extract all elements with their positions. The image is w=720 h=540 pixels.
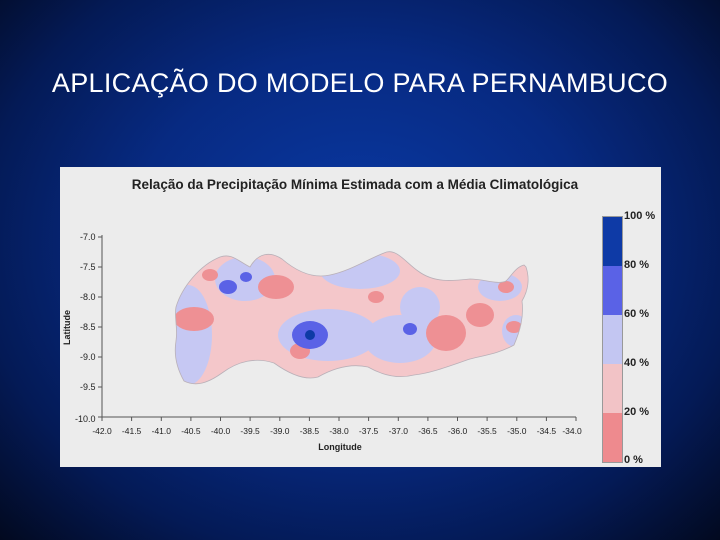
x-tick-label: -35.5 — [477, 426, 497, 436]
legend-swatch — [603, 266, 622, 315]
legend-color-bar — [602, 216, 623, 463]
slide-title: APLICAÇÃO DO MODELO PARA PERNAMBUCO — [51, 68, 669, 98]
map-figure: Relação da Precipitação Mínima Estimada … — [60, 167, 661, 467]
y-tick-label: -9.0 — [80, 352, 96, 362]
x-tick-label: -38.0 — [329, 426, 349, 436]
legend-swatch — [603, 413, 622, 462]
x-tick-label: -41.0 — [152, 426, 172, 436]
x-tick-label: -37.5 — [359, 426, 379, 436]
legend-label: 0 % — [624, 454, 643, 466]
y-tick-label: -7.0 — [80, 232, 96, 242]
legend-label: 80 % — [624, 259, 650, 271]
x-tick-label: -40.5 — [181, 426, 201, 436]
x-ticks: -42.0 -41.5 -41.0 -40.5 -40.0 -39.5 -39.… — [92, 417, 582, 436]
legend-label: 60 % — [624, 308, 650, 320]
x-tick-label: -37.0 — [389, 426, 409, 436]
x-tick-label: -41.5 — [122, 426, 142, 436]
x-tick-label: -36.5 — [418, 426, 438, 436]
x-tick-label: -39.5 — [240, 426, 260, 436]
y-tick-label: -10.0 — [75, 414, 96, 424]
y-tick-label: -9.5 — [80, 382, 96, 392]
map-plot: -7.0 -7.5 -8.0 -8.5 -9.0 -9.5 -10.0 Lati… — [62, 232, 582, 452]
y-ticks: -7.0 -7.5 -8.0 -8.5 -9.0 -9.5 -10.0 — [75, 232, 102, 424]
legend-swatch — [603, 364, 622, 413]
legend-swatch — [603, 315, 622, 364]
x-tick-label: -34.0 — [562, 426, 582, 436]
x-tick-label: -34.5 — [537, 426, 557, 436]
legend-label: 20 % — [624, 406, 650, 418]
x-axis-title: Longitude — [318, 442, 362, 452]
x-tick-label: -39.0 — [270, 426, 290, 436]
y-tick-label: -7.5 — [80, 262, 96, 272]
legend-swatch — [603, 217, 622, 266]
state-map — [174, 251, 529, 385]
y-axis-title: Latitude — [62, 310, 72, 345]
x-tick-label: -36.0 — [448, 426, 468, 436]
x-tick-label: -40.0 — [211, 426, 231, 436]
y-tick-label: -8.0 — [80, 292, 96, 302]
y-tick-label: -8.5 — [80, 322, 96, 332]
x-tick-label: -38.5 — [300, 426, 320, 436]
map-title: Relação da Precipitação Mínima Estimada … — [131, 177, 579, 192]
legend-label: 40 % — [624, 357, 650, 369]
x-tick-label: -35.0 — [507, 426, 527, 436]
x-tick-label: -42.0 — [92, 426, 112, 436]
legend-label: 100 % — [624, 210, 656, 222]
